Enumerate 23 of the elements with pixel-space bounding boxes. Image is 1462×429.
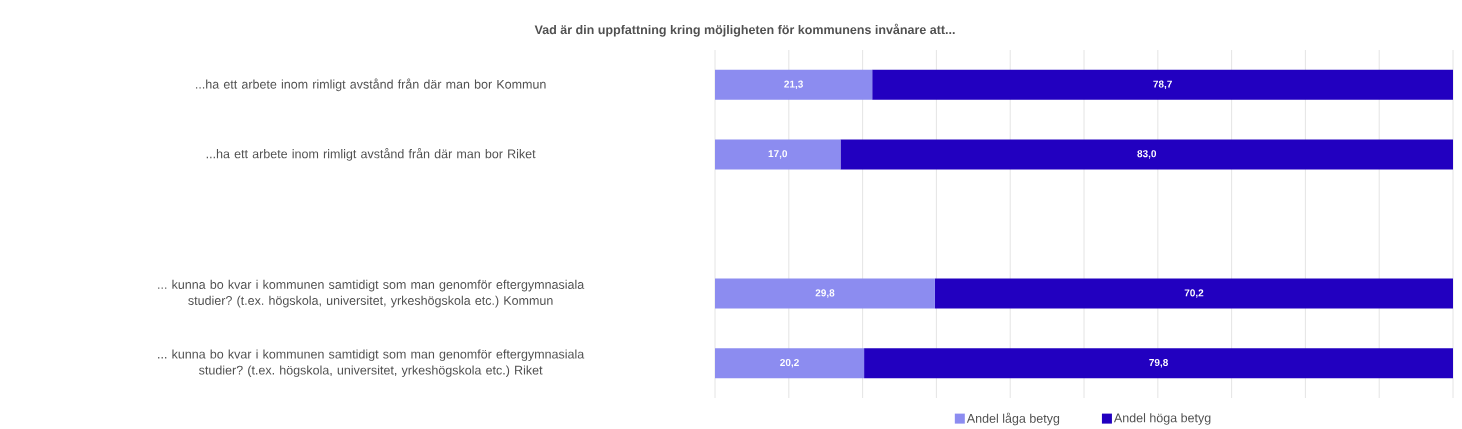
y-tick-label: ... kunna bo kvar i kommunen samtidigt som man genomför eftergymnasiala studier? (t.ex. högskola, universitet, yrkeshögskola etc.) Kommun [158,280,585,308]
y-tick-label: ...ha ett arbete inom rimligt avstånd från där man bor Kommun [196,78,546,92]
bar [715,278,935,309]
data-label: 29,8 [815,289,835,299]
bar [715,139,841,170]
chart-title: Vad är din uppfattning kring möjligheten för kommunens invånare att... [534,23,955,37]
bar [715,348,865,379]
legend-label: Andel låga betyg [966,412,1060,426]
bar [864,348,1454,379]
legend-label: Andel höga betyg [1113,413,1211,426]
bar [872,70,1454,101]
y-tick-label: ... kunna bo kvar i kommunen samtidigt som man genomför eftergymnasiala studier? (t.ex. högskola, universitet, yrkeshögskola etc.) Riket [158,349,585,378]
data-label: 83,0 [1137,150,1157,159]
bar [934,278,1454,309]
data-label: 79,8 [1149,359,1168,368]
data-label: 21,3 [784,80,803,90]
bar [840,139,1454,170]
data-label: 20,2 [780,359,799,368]
data-label: 78,7 [1153,80,1172,90]
data-label: 17,0 [768,150,788,159]
y-tick-label: ...ha ett arbete inom rimligt avstånd från där man bor Riket [206,148,536,161]
data-label: 70,2 [1184,289,1204,299]
bar [715,70,873,101]
